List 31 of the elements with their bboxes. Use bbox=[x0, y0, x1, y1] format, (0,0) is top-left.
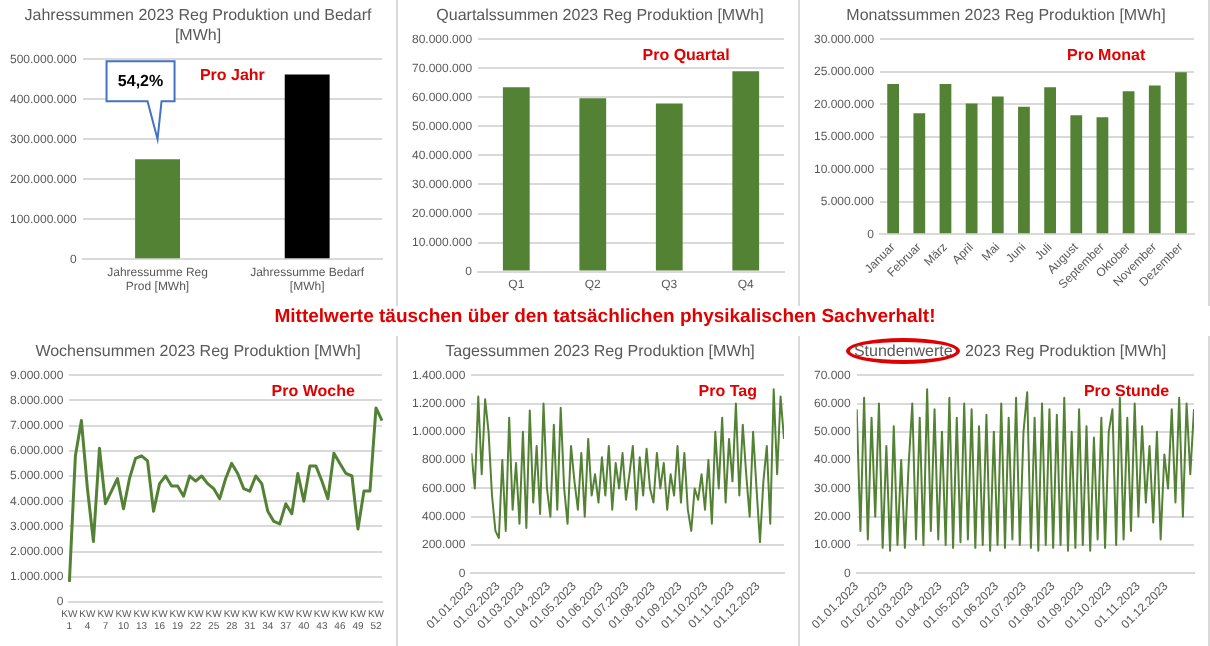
chart-title: Monatssummen 2023 Reg Produktion [MWh] bbox=[844, 4, 1168, 26]
bar bbox=[887, 84, 900, 234]
bar bbox=[913, 113, 926, 234]
bar bbox=[1175, 72, 1187, 234]
bar bbox=[502, 87, 530, 271]
annotation: Pro Stunde bbox=[1083, 381, 1171, 400]
text: Mittelwerte täuschen über den tatsächlichen physikalischen Sachverhalt! bbox=[272, 306, 938, 328]
bar bbox=[1070, 115, 1083, 234]
annotation: Pro Jahr bbox=[199, 65, 265, 84]
bar bbox=[655, 103, 683, 271]
annotation: Pro Woche bbox=[271, 381, 356, 400]
annotation: Pro Tag bbox=[698, 381, 758, 400]
chart-title: Tagessummen 2023 Reg Produktion [MWh] bbox=[443, 340, 757, 362]
chart-title: Quartalssummen 2023 Reg Produktion [MWh] bbox=[434, 4, 766, 26]
bar bbox=[1018, 106, 1030, 234]
bar bbox=[1044, 87, 1056, 234]
ellipse-outline: Stundenwerte bbox=[845, 338, 961, 364]
bar bbox=[1096, 117, 1109, 234]
bar bbox=[1148, 85, 1161, 234]
annotation: Pro Monat bbox=[1066, 45, 1146, 64]
bar bbox=[991, 96, 1004, 234]
chart-title: 2023 Reg Produktion [MWh] bbox=[965, 342, 1167, 360]
chart-title: Wochensummen 2023 Reg Produktion [MWh] bbox=[33, 340, 363, 362]
bar bbox=[732, 71, 760, 271]
bar bbox=[1122, 91, 1135, 234]
annotation: Pro Quartal bbox=[642, 45, 730, 64]
chart-title: Jahressummen 2023 Reg Produktion und Bedarf [MWh] bbox=[22, 4, 374, 46]
bar bbox=[579, 98, 607, 271]
bar bbox=[965, 103, 978, 234]
annotation: 54,2% bbox=[117, 71, 164, 90]
bar bbox=[939, 84, 952, 234]
